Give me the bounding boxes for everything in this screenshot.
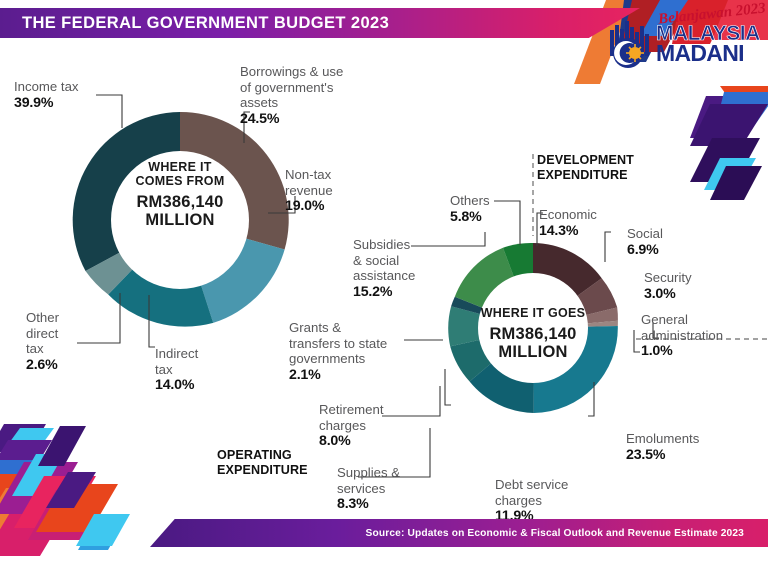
label-indirect-tax-value: 14.0% (155, 377, 195, 394)
right-center-line1: WHERE IT GOES (480, 306, 586, 320)
top-right-ribbon-decoration (690, 86, 768, 200)
label-economic-name: Economic (539, 207, 597, 223)
label-grants-transfers-name: Grants & transfers to state governments (289, 320, 388, 367)
label-others-value: 5.8% (450, 208, 482, 225)
label-others: Others 5.8% (450, 178, 490, 241)
header-band (0, 8, 640, 38)
label-security-name: Security (644, 270, 692, 286)
label-nontax-revenue-name: Non-tax revenue (285, 167, 333, 198)
label-security: Security 3.0% (644, 255, 692, 318)
label-subsidies-social-assistance-value: 15.2% (353, 283, 393, 300)
malaysia-madani-crescent-emblem (610, 21, 649, 68)
label-supplies-services: Supplies & services 8.3% (337, 450, 400, 528)
label-general-administration: General administration 1.0% (641, 297, 723, 375)
label-income-tax: Income tax 39.9% (14, 64, 79, 127)
label-income-tax-name: Income tax (14, 79, 79, 95)
left-center-line2: COMES FROM (135, 174, 225, 188)
left-donut-center-text: WHERE IT COMES FROM RM386,140 MILLION (110, 160, 250, 230)
label-nontax-revenue-value: 19.0% (285, 198, 325, 215)
label-emoluments-name: Emoluments (626, 431, 700, 447)
label-other-direct-tax: Other direct tax 2.6% (26, 295, 59, 389)
label-social: Social 6.9% (627, 211, 663, 274)
label-economic: Economic 14.3% (539, 192, 597, 255)
label-borrowings: Borrowings & use of government's assets … (240, 49, 343, 143)
label-grants-transfers: Grants & transfers to state governments … (289, 305, 387, 399)
label-other-direct-tax-value: 2.6% (26, 356, 58, 373)
label-supplies-services-name: Supplies & services (337, 465, 401, 496)
bottom-left-ribbon-decoration (0, 424, 130, 556)
label-security-value: 3.0% (644, 285, 676, 302)
label-retirement-charges-value: 8.0% (319, 433, 351, 450)
right-center-amount: RM386,140 (489, 325, 577, 343)
label-other-direct-tax-name: Other direct tax (26, 310, 59, 357)
label-indirect-tax-name: Indirect tax (155, 346, 199, 377)
label-nontax-revenue: Non-tax revenue 19.0% (285, 152, 333, 230)
label-borrowings-name: Borrowings & use of government's assets (240, 64, 344, 111)
label-indirect-tax: Indirect tax 14.0% (155, 331, 198, 409)
label-general-administration-name: General administration (641, 312, 724, 343)
right-center-unit: MILLION (498, 343, 568, 362)
label-emoluments: Emoluments 23.5% (626, 416, 699, 479)
label-grants-transfers-value: 2.1% (289, 366, 321, 383)
label-economic-value: 14.3% (539, 222, 579, 239)
footer-band (150, 519, 768, 547)
left-center-line1: WHERE IT (148, 160, 212, 174)
label-others-name: Others (450, 193, 490, 209)
label-social-name: Social (627, 226, 663, 242)
malaysia-madani-logo: Belanjawan 2023 MALAYSIA MADANI (602, 0, 766, 74)
right-donut-center-text: WHERE IT GOES RM386,140 MILLION (455, 306, 611, 362)
label-retirement-charges: Retirement charges 8.0% (319, 387, 384, 465)
label-general-administration-value: 1.0% (641, 343, 673, 360)
label-supplies-services-value: 8.3% (337, 496, 369, 513)
label-debt-service-charges-name: Debt service charges (495, 477, 569, 508)
label-subsidies-social-assistance: Subsidies & social assistance 15.2% (353, 222, 415, 316)
left-donut-chart (72, 111, 289, 327)
left-center-unit: MILLION (145, 211, 215, 230)
right-donut-chart (448, 242, 618, 413)
development-expenditure-heading: DEVELOPMENT EXPENDITURE (537, 153, 634, 182)
page-title: THE FEDERAL GOVERNMENT BUDGET 2023 (22, 14, 390, 32)
label-social-value: 6.9% (627, 241, 659, 258)
label-income-tax-value: 39.9% (14, 94, 54, 111)
label-emoluments-value: 23.5% (626, 446, 666, 463)
label-retirement-charges-name: Retirement charges (319, 402, 384, 433)
label-subsidies-social-assistance-name: Subsidies & social assistance (353, 237, 416, 284)
left-center-amount: RM386,140 (136, 193, 224, 211)
logo-line-madani: MADANI (656, 40, 744, 66)
label-borrowings-value: 24.5% (240, 110, 280, 127)
logo-line-malaysia: MALAYSIA (656, 22, 761, 45)
source-text: Source: Updates on Economic & Fiscal Out… (365, 528, 744, 539)
operating-expenditure-heading: OPERATING EXPENDITURE (217, 448, 308, 477)
